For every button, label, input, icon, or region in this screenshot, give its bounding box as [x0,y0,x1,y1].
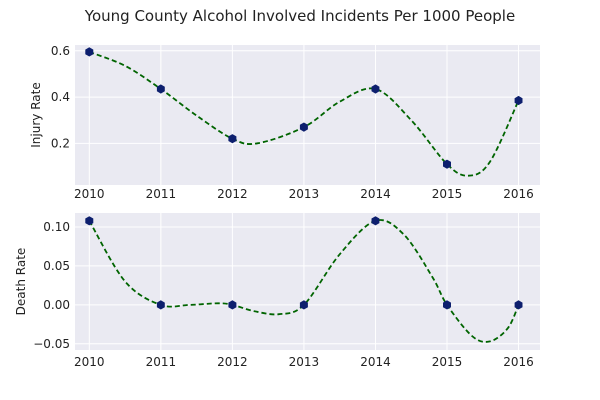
death-x-tick-label: 2012 [217,355,248,369]
chart-title: Young County Alcohol Involved Incidents … [84,7,515,25]
death-x-tick-label: 2013 [289,355,320,369]
injury-y-axis-label: Injury Rate [29,82,43,147]
death-y-tick-label: −0.05 [33,337,70,351]
death-data-point [228,300,237,310]
death-x-tick-label: 2015 [432,355,463,369]
injury-data-point [443,159,451,169]
injury-x-tick-label: 2015 [432,187,463,201]
death-y-tick-label: 0.10 [43,220,70,234]
death-x-tick-label: 2016 [503,355,534,369]
injury-data-point [514,95,523,106]
injury-x-tick-label: 2016 [503,187,534,201]
death-series-line [88,219,520,343]
injury-data-point [228,134,237,144]
death-data-point [514,300,523,310]
death-plot-area [75,213,540,350]
death-data-point [85,216,94,226]
death-data-point [299,300,308,310]
injury-x-tick-label: 2012 [217,187,248,201]
death-y-tick-label: 0.00 [43,298,70,312]
injury-y-tick-label: 0.4 [51,90,70,104]
death-x-tick-label: 2014 [360,355,391,369]
death-x-tick-label: 2010 [74,355,105,369]
death-rate-panel: 2010 2011 2012 2013 2014 2015 2016 −0.05 0.00 0.0… [14,213,540,369]
injury-y-tick-label: 0.6 [51,44,70,58]
injury-x-tick-label: 2014 [360,187,391,201]
injury-y-tick-label: 0.2 [51,136,70,150]
injury-x-tick-label: 2013 [289,187,320,201]
injury-x-tick-label: 2011 [146,187,177,201]
injury-data-point [299,122,308,132]
injury-data-point [156,84,165,94]
death-data-point [371,216,380,226]
death-data-point [156,300,165,310]
death-data-point [443,300,451,310]
injury-rate-panel: 2010 2011 2012 2013 2014 2015 2016 0.2 0.4 0.6 Inj… [29,44,540,201]
death-y-tick-label: 0.05 [43,259,70,273]
injury-x-tick-label: 2010 [74,187,105,201]
death-y-axis-label: Death Rate [14,248,28,316]
injury-data-point [85,47,94,57]
death-x-tick-label: 2011 [146,355,177,369]
injury-series-line [88,51,520,177]
injury-plot-area [75,45,540,185]
injury-data-point [371,84,380,94]
